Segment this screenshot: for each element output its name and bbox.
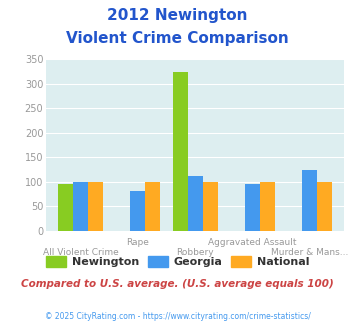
Legend: Newington, Georgia, National: Newington, Georgia, National (42, 251, 313, 271)
Text: Rape: Rape (126, 238, 149, 247)
Text: Violent Crime Comparison: Violent Crime Comparison (66, 31, 289, 46)
Text: Aggravated Assault: Aggravated Assault (208, 238, 297, 247)
Text: Compared to U.S. average. (U.S. average equals 100): Compared to U.S. average. (U.S. average … (21, 279, 334, 289)
Bar (260, 182, 275, 231)
Bar (188, 176, 203, 231)
Bar (130, 191, 145, 231)
Text: 2012 Newington: 2012 Newington (107, 8, 248, 23)
Bar (317, 182, 332, 231)
Bar (203, 182, 218, 231)
Bar (173, 72, 188, 231)
Bar (73, 182, 88, 231)
Text: All Violent Crime: All Violent Crime (43, 248, 119, 257)
Bar (302, 170, 317, 231)
Text: Robbery: Robbery (176, 248, 214, 257)
Bar (145, 182, 160, 231)
Text: © 2025 CityRating.com - https://www.cityrating.com/crime-statistics/: © 2025 CityRating.com - https://www.city… (45, 312, 310, 321)
Bar (58, 184, 73, 231)
Bar (245, 184, 260, 231)
Bar (88, 182, 103, 231)
Text: Murder & Mans...: Murder & Mans... (271, 248, 349, 257)
